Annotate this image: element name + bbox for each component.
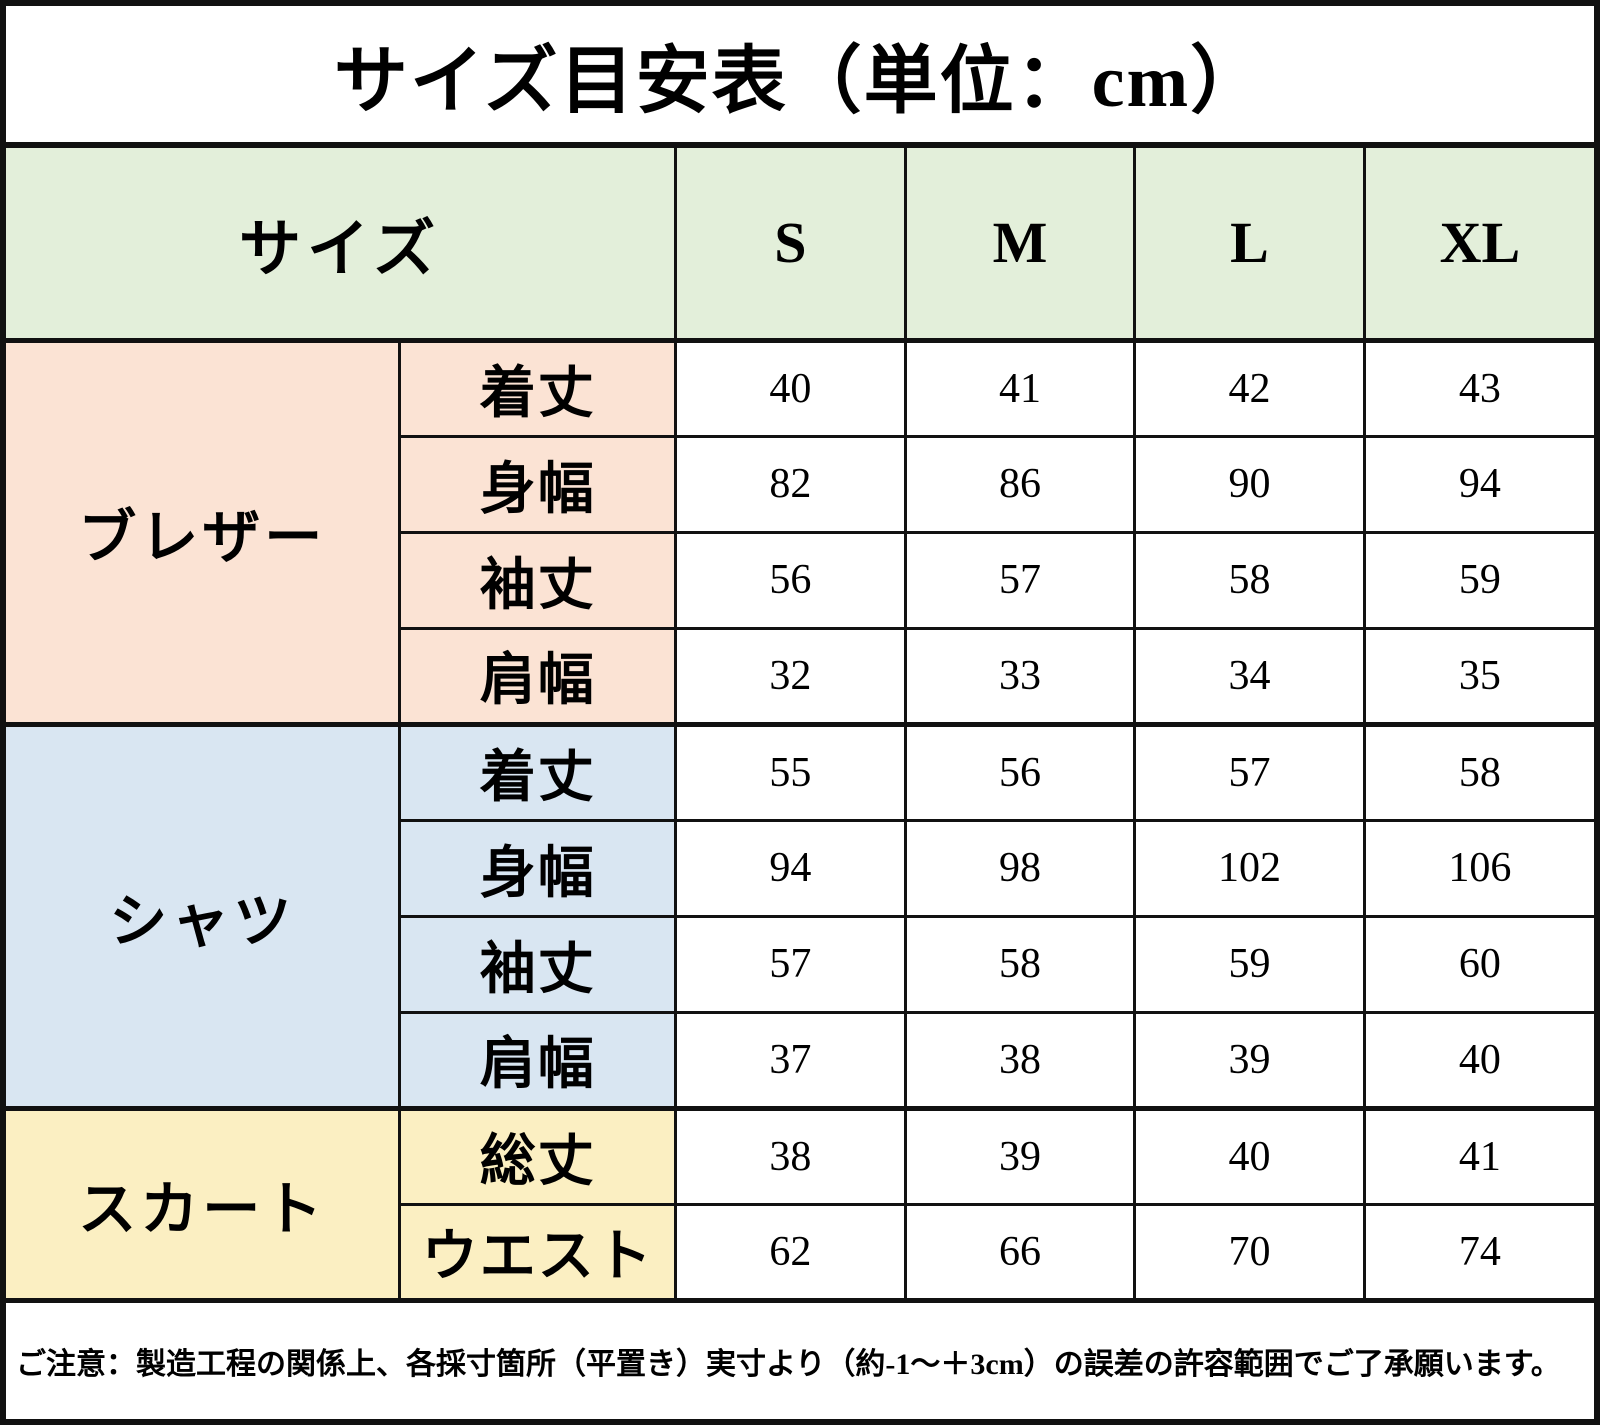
size-value: 90 bbox=[1133, 434, 1366, 534]
size-value: 32 bbox=[674, 626, 907, 726]
measure-label: 身幅 bbox=[398, 434, 678, 534]
measure-label: 身幅 bbox=[398, 818, 678, 918]
size-value: 40 bbox=[674, 337, 907, 438]
size-value: 58 bbox=[1133, 530, 1366, 630]
measure-label: 肩幅 bbox=[398, 1010, 678, 1110]
size-value: 56 bbox=[674, 530, 907, 630]
size-value: 34 bbox=[1133, 626, 1366, 726]
header-col-m: M bbox=[903, 143, 1137, 343]
size-value: 57 bbox=[903, 530, 1137, 630]
size-value: 55 bbox=[674, 721, 907, 822]
size-value: 40 bbox=[1362, 1010, 1599, 1110]
size-value: 94 bbox=[1362, 434, 1599, 534]
measure-label: 袖丈 bbox=[398, 530, 678, 630]
size-value: 82 bbox=[674, 434, 907, 534]
measure-label: 総丈 bbox=[398, 1105, 678, 1206]
size-value: 42 bbox=[1133, 337, 1366, 438]
size-value: 39 bbox=[1133, 1010, 1366, 1110]
header-col-s: S bbox=[674, 143, 907, 343]
category-cell-blazer: ブレザー bbox=[1, 337, 402, 726]
size-value: 60 bbox=[1362, 914, 1599, 1014]
size-value: 57 bbox=[1133, 721, 1366, 822]
size-value: 98 bbox=[903, 818, 1137, 918]
size-value: 66 bbox=[903, 1202, 1137, 1302]
size-value: 35 bbox=[1362, 626, 1599, 726]
header-col-l: L bbox=[1133, 143, 1366, 343]
category-cell-skirt: スカート bbox=[1, 1105, 402, 1302]
size-value: 62 bbox=[674, 1202, 907, 1302]
size-value: 43 bbox=[1362, 337, 1599, 438]
size-value: 41 bbox=[903, 337, 1137, 438]
table-title: サイズ目安表（単位：cm） bbox=[1, 1, 1599, 148]
footer-note: ご注意：製造工程の関係上、各採寸箇所（平置き）実寸より（約-1～＋3cm）の誤差… bbox=[1, 1297, 1599, 1424]
category-cell-shirt: シャツ bbox=[1, 721, 402, 1110]
measure-label: 着丈 bbox=[398, 721, 678, 822]
measure-label: 肩幅 bbox=[398, 626, 678, 726]
size-value: 40 bbox=[1133, 1105, 1366, 1206]
size-value: 39 bbox=[903, 1105, 1137, 1206]
size-value: 102 bbox=[1133, 818, 1366, 918]
size-value: 86 bbox=[903, 434, 1137, 534]
size-value: 106 bbox=[1362, 818, 1599, 918]
size-value: 56 bbox=[903, 721, 1137, 822]
size-value: 41 bbox=[1362, 1105, 1599, 1206]
size-value: 38 bbox=[903, 1010, 1137, 1110]
measure-label: ウエスト bbox=[398, 1202, 678, 1302]
size-value: 58 bbox=[1362, 721, 1599, 822]
size-value: 94 bbox=[674, 818, 907, 918]
header-col-xl: XL bbox=[1362, 143, 1599, 343]
size-value: 58 bbox=[903, 914, 1137, 1014]
size-value: 57 bbox=[674, 914, 907, 1014]
size-value: 59 bbox=[1362, 530, 1599, 630]
measure-label: 着丈 bbox=[398, 337, 678, 438]
measure-label: 袖丈 bbox=[398, 914, 678, 1014]
size-value: 37 bbox=[674, 1010, 907, 1110]
size-value: 70 bbox=[1133, 1202, 1366, 1302]
size-value: 74 bbox=[1362, 1202, 1599, 1302]
size-value: 38 bbox=[674, 1105, 907, 1206]
size-value: 33 bbox=[903, 626, 1137, 726]
header-size-label: サイズ bbox=[1, 143, 678, 343]
size-value: 59 bbox=[1133, 914, 1366, 1014]
